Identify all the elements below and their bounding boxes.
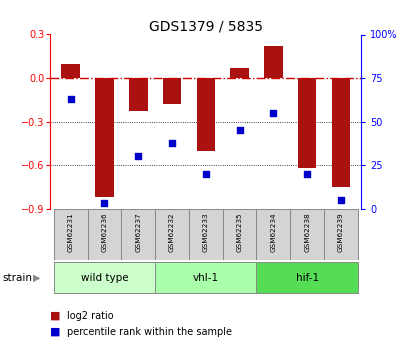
Bar [197, 78, 215, 151]
Text: percentile rank within the sample: percentile rank within the sample [67, 327, 232, 337]
Bar [155, 209, 189, 260]
Text: strain: strain [2, 273, 32, 283]
Point [236, 128, 243, 133]
Point [67, 96, 74, 102]
Text: hif-1: hif-1 [296, 273, 319, 283]
Text: GSM62238: GSM62238 [304, 213, 310, 253]
Bar [230, 68, 249, 78]
Text: GSM62236: GSM62236 [102, 213, 108, 253]
Bar [257, 209, 290, 260]
Text: GSM62232: GSM62232 [169, 213, 175, 253]
Text: GSM62231: GSM62231 [68, 213, 74, 253]
Text: GSM62239: GSM62239 [338, 213, 344, 253]
Point [202, 171, 209, 177]
Bar [87, 209, 121, 260]
Text: ■: ■ [50, 327, 61, 337]
Text: GSM62235: GSM62235 [236, 213, 243, 253]
Bar [54, 262, 155, 293]
Bar [189, 209, 223, 260]
Bar [332, 78, 350, 187]
Bar [121, 209, 155, 260]
Bar [298, 78, 316, 168]
Point [101, 201, 108, 206]
Bar [264, 46, 283, 78]
Text: log2 ratio: log2 ratio [67, 311, 114, 321]
Text: GSM62234: GSM62234 [270, 213, 276, 253]
Bar [324, 209, 358, 260]
Point [338, 197, 344, 203]
Bar [155, 262, 257, 293]
Point [135, 154, 142, 159]
Bar [54, 209, 87, 260]
Point [169, 140, 176, 145]
Text: ■: ■ [50, 311, 61, 321]
Title: GDS1379 / 5835: GDS1379 / 5835 [149, 19, 263, 33]
Bar [223, 209, 257, 260]
Text: vhl-1: vhl-1 [193, 273, 219, 283]
Bar [95, 78, 114, 197]
Point [270, 110, 277, 116]
Point [304, 171, 310, 177]
Bar [129, 78, 147, 111]
Bar [290, 209, 324, 260]
Bar [61, 63, 80, 78]
Bar [257, 262, 358, 293]
Bar [163, 78, 181, 104]
Text: GSM62237: GSM62237 [135, 213, 141, 253]
Text: GSM62233: GSM62233 [203, 213, 209, 253]
Text: ▶: ▶ [33, 273, 41, 283]
Text: wild type: wild type [81, 273, 128, 283]
